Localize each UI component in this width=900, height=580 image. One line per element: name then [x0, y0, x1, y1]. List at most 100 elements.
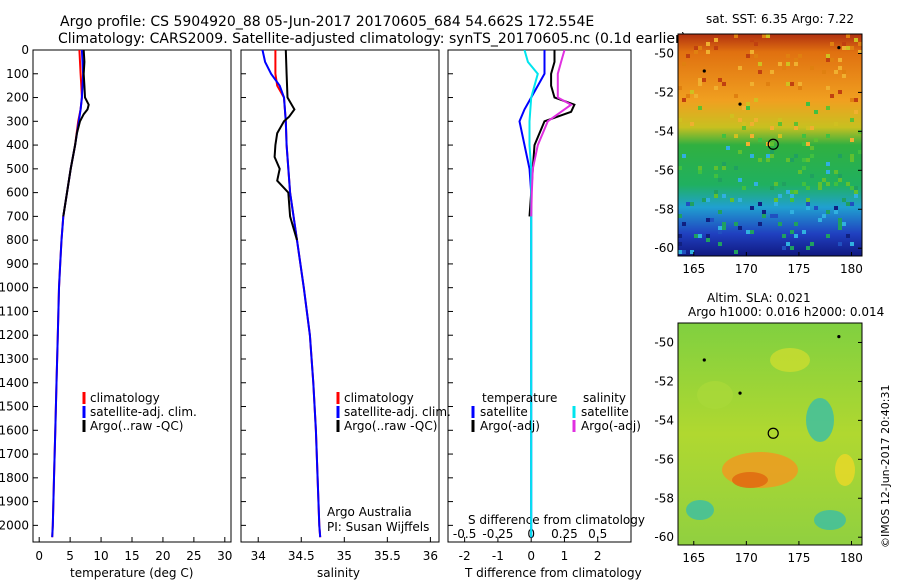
sst-cell [678, 250, 682, 254]
sst-cell [850, 46, 854, 50]
sst-cell [738, 150, 742, 154]
sst-cell [842, 74, 846, 78]
sst-cell [694, 46, 698, 50]
sst-cell [750, 154, 754, 158]
sst-cell [798, 54, 802, 58]
sst-cell [762, 214, 766, 218]
difference-depth-ticks [448, 49, 453, 526]
sst-cell [850, 242, 854, 246]
sla-anomaly-blob [835, 454, 855, 486]
sst-cell [834, 210, 838, 214]
sst-cell [834, 122, 838, 126]
sst-cell [698, 82, 702, 86]
sst-cell [714, 194, 718, 198]
sst-cell [678, 118, 682, 122]
sst-cell [806, 246, 810, 250]
depth-tick-label: 500 [6, 162, 29, 176]
sst-cell [758, 70, 762, 74]
sst-cell [858, 50, 862, 54]
sst-cell [698, 166, 702, 170]
x-tick-label: 30 [217, 549, 232, 563]
sst-cell [814, 206, 818, 210]
sst-cell [770, 70, 774, 74]
sst-cell [806, 186, 810, 190]
sst-cell [738, 178, 742, 182]
depth-tick-label: 2000 [0, 518, 29, 532]
sst-map-markers [702, 46, 841, 150]
sst-cell [714, 166, 718, 170]
sst-cell [790, 158, 794, 162]
sst-cell [794, 122, 798, 126]
sst-cell [690, 202, 694, 206]
sst-cell [806, 158, 810, 162]
sla-map-axes: 165 170 175 180 -50 -52 -54 -56 -58 -60 [654, 335, 863, 565]
lat-tick-label: -52 [654, 374, 674, 388]
x-tick-label: 20 [155, 549, 170, 563]
sst-cell [834, 182, 838, 186]
sst-cell [734, 34, 738, 38]
sst-cell [686, 54, 690, 58]
x-tick-label: 34 [251, 549, 266, 563]
depth-tick-label: 900 [6, 257, 29, 271]
legend-label-satellite: satellite-adj. clim. [344, 405, 451, 419]
difference-plot-frame [447, 49, 632, 543]
sst-cell [722, 162, 726, 166]
sst-cell [810, 126, 814, 130]
float-marker [702, 358, 706, 362]
sst-cell [742, 186, 746, 190]
sst-cell [838, 218, 842, 222]
sst-cell [838, 66, 842, 70]
sst-cell [754, 98, 758, 102]
salinity-legend: climatology satellite-adj. clim. Argo(..… [336, 391, 451, 433]
sst-cell [778, 122, 782, 126]
sst-cell [822, 70, 826, 74]
sst-cell [682, 98, 686, 102]
depth-tick-label: 1800 [0, 471, 29, 485]
sst-cell [802, 158, 806, 162]
sst-cell [750, 230, 754, 234]
sst-cell [770, 154, 774, 158]
sst-cell [802, 166, 806, 170]
sst-cell [838, 174, 842, 178]
sst-cell [754, 118, 758, 122]
sst-map-title: sat. SST: 6.35 Argo: 7.22 [706, 12, 854, 26]
sst-cell [714, 174, 718, 178]
sst-cell [850, 118, 854, 122]
figure-title-line1: Argo profile: CS 5904920_88 05-Jun-2017 … [60, 14, 594, 30]
sst-cell [786, 82, 790, 86]
difference-x-axis: -2 -1 0 1 2-0.5 -0.25 0 0.25 0.5 [453, 527, 607, 563]
s-tick-label: 0.25 [551, 527, 578, 541]
sst-cell [686, 202, 690, 206]
sst-cell [722, 134, 726, 138]
temperature-lines [51, 50, 90, 538]
sst-cell [682, 62, 686, 66]
difference-lines [518, 50, 576, 538]
x-tick-label: 2 [594, 549, 602, 563]
sst-cell [810, 66, 814, 70]
lat-tick-label: -58 [654, 491, 674, 505]
sst-cell [790, 82, 794, 86]
sst-map-frame [677, 33, 863, 257]
sst-cell [766, 82, 770, 86]
sst-cell [734, 134, 738, 138]
sst-cell [826, 54, 830, 58]
sst-cell [818, 182, 822, 186]
sst-cell [790, 230, 794, 234]
sst-cell [854, 110, 858, 114]
sst-cell [770, 142, 774, 146]
sst-cell [810, 242, 814, 246]
sst-cell [698, 170, 702, 174]
sst-cell [722, 222, 726, 226]
sst-cell [790, 246, 794, 250]
sst-cell [834, 170, 838, 174]
salinity-depth-ticks [241, 49, 246, 526]
depth-tick-label: 1600 [0, 423, 29, 437]
sst-cell [678, 166, 682, 170]
sst-cell [794, 58, 798, 62]
sst-cell [826, 58, 830, 62]
sst-cell [806, 198, 810, 202]
t-difference-xlabel: T difference from climatology [464, 566, 642, 580]
sst-cell [762, 34, 766, 38]
sst-cell [790, 210, 794, 214]
sst-cell [854, 38, 858, 42]
